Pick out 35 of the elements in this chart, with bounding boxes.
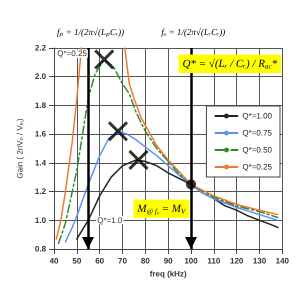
y-tick-label: 1.8 bbox=[34, 100, 47, 110]
annotation: Q*=1.0 bbox=[97, 216, 123, 225]
point bbox=[107, 120, 128, 142]
line-series bbox=[64, 130, 279, 243]
y-tick-label: 0.8 bbox=[34, 244, 47, 254]
x-tick-label: 130 bbox=[252, 256, 267, 266]
x-tick-label: 60 bbox=[95, 256, 105, 266]
x-tick-label: 50 bbox=[72, 256, 82, 266]
text: fₚ = 1/(2π√(LₚCᵣ)) bbox=[56, 27, 124, 38]
x-tick-label: 110 bbox=[207, 256, 221, 266]
legend-label: Q*=0.50 bbox=[242, 146, 273, 154]
text: fₒ = 1/(2π√(LᵣCᵣ)) bbox=[161, 27, 226, 38]
annotation: Q*=0.25 bbox=[57, 49, 88, 58]
y-tick-label: 2.0 bbox=[34, 72, 47, 82]
y-tick-label: 1.6 bbox=[34, 130, 47, 139]
point bbox=[186, 179, 196, 190]
y-tick-label: 1.4 bbox=[34, 158, 47, 168]
legend-label: Q*=0.75 bbox=[242, 128, 273, 138]
point bbox=[94, 48, 115, 70]
x-tick-label: 40 bbox=[50, 256, 60, 266]
x-axis-title: freq (kHz) bbox=[150, 269, 187, 278]
legend-label: Q*=0.25 bbox=[242, 162, 273, 172]
point bbox=[128, 149, 149, 170]
x-tick-label: 80 bbox=[140, 256, 150, 266]
line-series bbox=[76, 159, 279, 240]
x-tick-label: 140 bbox=[276, 256, 290, 266]
x-tick-label: 100 bbox=[184, 256, 198, 266]
y-tick-label: 1.2 bbox=[34, 187, 47, 196]
x-tick-label: 120 bbox=[230, 256, 244, 266]
y-axis-title: Gain ( 2nVₒ / Vᵢₙ) bbox=[16, 118, 24, 179]
legend-label: Q*=1.00 bbox=[242, 112, 273, 120]
y-tick-label: 2.2 bbox=[34, 44, 47, 52]
x-tick-label: 90 bbox=[164, 256, 174, 266]
y-tick-label: 1.0 bbox=[34, 216, 47, 225]
x-tick-label: 70 bbox=[118, 256, 128, 266]
